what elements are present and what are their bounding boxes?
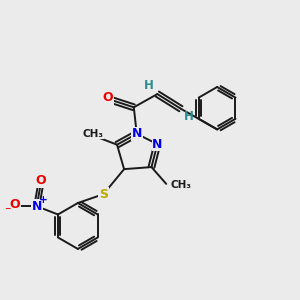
Text: H: H <box>184 110 194 123</box>
Text: O: O <box>103 92 113 104</box>
Text: CH₃: CH₃ <box>82 129 103 139</box>
Text: N: N <box>152 138 163 151</box>
Text: O: O <box>10 198 20 211</box>
Text: O: O <box>35 174 46 188</box>
Text: CH₃: CH₃ <box>171 180 192 190</box>
Text: S: S <box>99 188 108 201</box>
Text: ⁻: ⁻ <box>4 205 11 218</box>
Text: H: H <box>144 79 154 92</box>
Text: N: N <box>132 127 142 140</box>
Text: +: + <box>39 195 48 205</box>
Text: N: N <box>32 200 42 213</box>
